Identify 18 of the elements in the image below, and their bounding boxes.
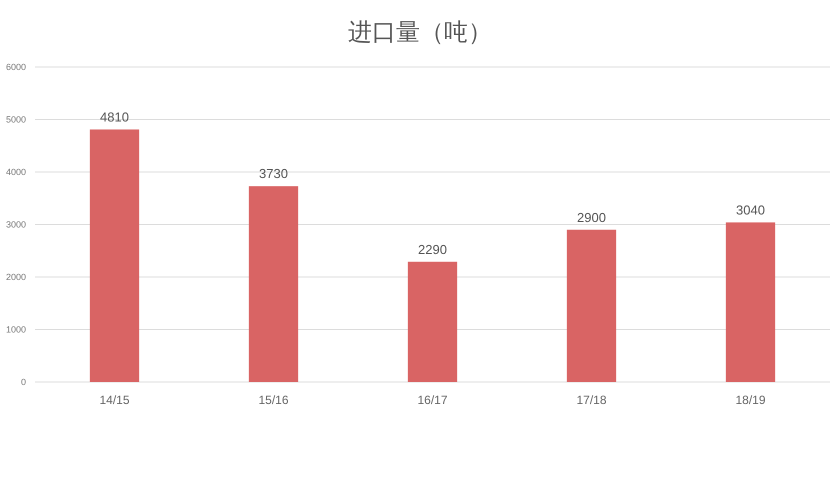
data-label: 4810 [100, 109, 129, 124]
x-tick-label: 14/15 [99, 393, 130, 407]
y-tick-label: 2000 [6, 272, 26, 282]
y-tick-label: 6000 [6, 62, 26, 72]
x-tick-label: 17/18 [576, 393, 607, 407]
x-tick-label: 15/16 [258, 393, 289, 407]
y-tick-label: 1000 [6, 324, 26, 334]
data-label: 2900 [577, 210, 606, 225]
data-label: 2290 [418, 242, 447, 257]
title: 进口量（吨） [348, 19, 492, 46]
x-tick-label: 16/17 [417, 393, 448, 407]
y-tick-label: 5000 [6, 114, 26, 124]
data-label: 3730 [259, 166, 288, 182]
data-label: 3040 [736, 202, 765, 218]
y-tick-label: 0 [20, 377, 26, 387]
y-tick-label: 4000 [6, 167, 26, 177]
x-tick-label: 18/19 [735, 393, 766, 407]
y-tick-label: 3000 [6, 220, 26, 230]
